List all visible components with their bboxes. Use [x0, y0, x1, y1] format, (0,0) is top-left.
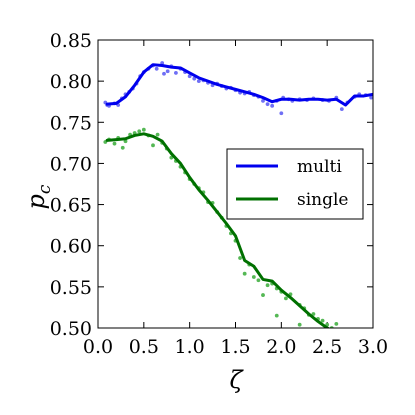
y-tick-label: 0.85	[50, 30, 92, 52]
series-line-multi	[105, 63, 373, 107]
scatter-point-single	[256, 278, 261, 283]
scatter-point-multi	[261, 98, 265, 103]
y-axis-label-main: p	[22, 194, 50, 209]
scatter-point-single	[334, 321, 339, 326]
y-tick-label: 0.50	[50, 318, 92, 340]
x-tick-label: 1.0	[175, 336, 205, 358]
scatter-point-multi	[192, 76, 197, 81]
y-tick-label: 0.55	[50, 277, 92, 299]
plot-frame	[97, 39, 374, 329]
y-axis-label-subscript: c	[35, 184, 55, 194]
x-tick-label: 2.0	[266, 336, 296, 358]
y-tick-label: 0.75	[50, 112, 92, 134]
series-line-single	[105, 132, 331, 328]
scatter-point-single	[311, 312, 316, 316]
scatter-point-single	[151, 143, 155, 148]
scatter-point-single	[238, 256, 242, 260]
y-tick-label: 0.70	[50, 153, 92, 175]
x-axis-label: ζ	[229, 366, 244, 394]
series-single	[103, 127, 339, 328]
y-tick-label: 0.65	[50, 195, 92, 217]
y-tick-label: 0.80	[50, 71, 92, 93]
scatter-point-multi	[339, 107, 344, 112]
scatter-point-multi	[279, 111, 284, 116]
scatter-point-single	[112, 141, 117, 146]
scatter-point-single	[297, 322, 302, 327]
legend-box	[226, 148, 364, 220]
scatter-point-multi	[187, 74, 192, 79]
scatter-point-single	[284, 296, 288, 301]
scatter-point-single	[320, 318, 325, 323]
scatter-point-single	[155, 132, 160, 137]
scatter-point-single	[261, 293, 265, 297]
x-tick-label: 1.5	[220, 336, 250, 358]
y-tick-label: 0.60	[50, 236, 92, 258]
scatter-point-single	[141, 127, 146, 132]
scatter-point-multi	[174, 71, 178, 75]
series-multi	[103, 61, 373, 116]
x-tick-label: 3.0	[358, 336, 388, 358]
y-axis-label: pc	[22, 184, 55, 209]
x-tick-label: 0.0	[83, 336, 113, 358]
scatter-point-single	[274, 313, 279, 318]
legend-label-multi: multi	[297, 157, 342, 177]
scatter-point-single	[120, 145, 125, 150]
scatter-point-multi	[196, 79, 201, 84]
scatter-point-single	[265, 283, 270, 288]
scatter-point-multi	[154, 66, 159, 71]
scatter-point-single	[137, 129, 142, 134]
scatter-point-multi	[165, 69, 170, 74]
scatter-point-multi	[270, 103, 275, 108]
legend-label-single: single	[297, 190, 349, 210]
x-tick-label: 2.5	[312, 336, 342, 358]
scatter-point-multi	[369, 95, 373, 100]
scatter-point-single	[251, 275, 256, 279]
legend: multi single	[226, 148, 364, 220]
tick-labels: 0.0 0.5 1.0 1.5 2.0 2.5 3.0 0.50 0.55 0.60 0.65 0.7…	[50, 30, 388, 358]
x-tick-label: 0.5	[129, 336, 159, 358]
scatter-point-single	[242, 271, 247, 276]
scatter-point-multi	[162, 71, 166, 76]
scatter-point-multi	[265, 102, 270, 107]
series-layer	[103, 61, 373, 328]
